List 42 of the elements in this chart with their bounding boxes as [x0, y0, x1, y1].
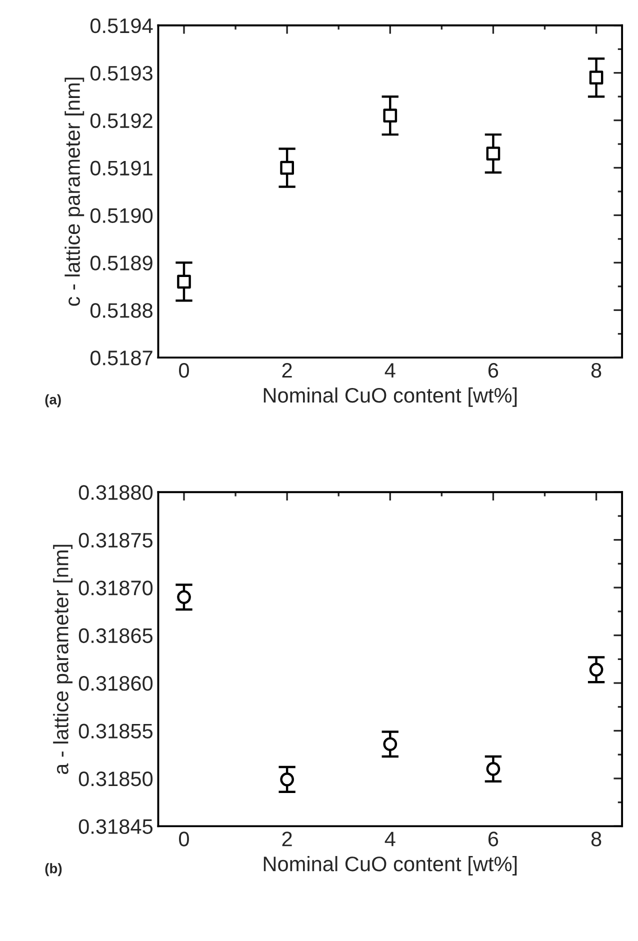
x-axis-title: Nominal CuO content [wt%] [264, 387, 517, 407]
y-tick-label: 0.5190 [90, 208, 153, 223]
y-tick-label: 0.5188 [90, 303, 152, 318]
x-tick-label: 8 [591, 832, 602, 846]
point [383, 108, 398, 122]
y-tick-label: 0.31855 [78, 724, 152, 739]
y-tick-label: 0.5192 [90, 113, 152, 128]
y-tick-label: 0.31870 [78, 580, 153, 596]
y-tick-label: 0.5194 [90, 18, 153, 34]
x-tick-label: 2 [282, 832, 292, 846]
point [589, 662, 604, 677]
y-tick-label: 0.5189 [90, 256, 152, 270]
point [280, 160, 294, 175]
y-tick-label: 0.5187 [90, 350, 152, 366]
point [177, 274, 191, 289]
point [486, 762, 500, 776]
point [177, 590, 191, 604]
y-tick-label: 0.5193 [90, 66, 152, 81]
y-axis-title: c - lattice parameter [nm] [64, 78, 84, 306]
x-tick-label: 0 [179, 832, 189, 846]
point [280, 772, 294, 786]
text: (b) [45, 863, 62, 876]
text: (a) [45, 394, 61, 408]
x-tick-label: 8 [591, 362, 602, 378]
y-tick-label: 0.31875 [78, 532, 152, 548]
y-tick-label: 0.31850 [78, 771, 153, 786]
x-tick-label: 6 [488, 362, 498, 378]
y-tick-label: 0.31880 [78, 485, 153, 500]
y-axis-title: a - lattice parameter [nm] [53, 544, 73, 774]
x-axis-title: Nominal CuO content [wt%] [264, 856, 517, 876]
point [383, 737, 398, 752]
x-tick-label: 0 [179, 362, 189, 378]
point [589, 70, 604, 85]
x-tick-label: 6 [488, 832, 498, 846]
x-tick-label: 2 [282, 362, 292, 378]
x-tick-label: 4 [384, 832, 396, 846]
y-tick-label: 0.31860 [78, 676, 153, 691]
x-tick-label: 4 [384, 363, 396, 378]
point [486, 146, 500, 160]
y-tick-label: 0.31865 [78, 628, 152, 644]
y-tick-label: 0.31845 [78, 819, 152, 834]
y-tick-label: 0.5191 [90, 160, 152, 176]
